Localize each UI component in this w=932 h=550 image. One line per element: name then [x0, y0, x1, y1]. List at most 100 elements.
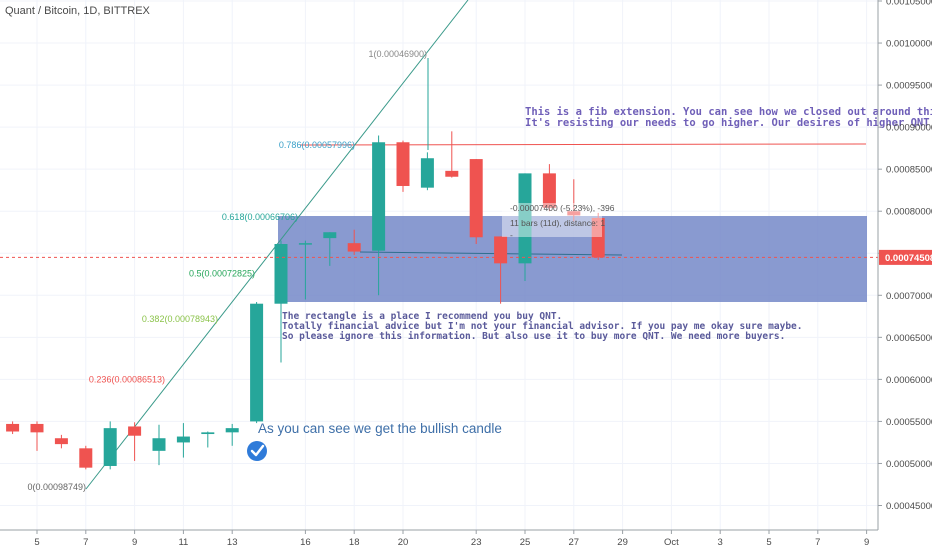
measure-extra: -	[510, 230, 513, 240]
candle-body	[372, 142, 386, 251]
y-tick-label: 0.00080000	[886, 207, 932, 218]
candle[interactable]	[542, 164, 556, 212]
y-tick-label: 0.00065000	[886, 333, 932, 344]
candle-body	[298, 243, 312, 245]
candle[interactable]	[79, 445, 93, 470]
candle[interactable]	[494, 236, 508, 304]
y-tick-label: 0.00085000	[886, 165, 932, 176]
candle-body	[274, 244, 288, 304]
x-tick-label: 3	[718, 537, 723, 548]
candle-body	[103, 428, 117, 466]
candle-body	[396, 142, 410, 186]
candle-body	[445, 170, 459, 177]
chart-title: Quant / Bitcoin, 1D, BITTREX	[5, 5, 151, 17]
x-tick-label: 29	[617, 537, 628, 548]
candle[interactable]	[518, 173, 532, 281]
y-tick-label: 0.00070000	[886, 291, 932, 302]
candle-body	[250, 303, 264, 422]
candle-body	[347, 243, 361, 252]
fib-level-label: 0.786(0.00057996)	[279, 140, 355, 150]
last-price-badge: 0.00074508	[879, 249, 932, 265]
y-tick-label: 0.00060000	[886, 375, 932, 386]
candle[interactable]	[128, 422, 142, 461]
candle[interactable]	[420, 152, 434, 191]
fib-level-label: 0.382(0.00078943)	[142, 314, 218, 324]
candle-body	[54, 438, 68, 445]
time-axis[interactable]: 5 7 9 11 13 16 18 20 23 25 27 29 Oct 3 5 7 9	[34, 530, 869, 548]
candle[interactable]	[152, 424, 166, 466]
x-tick-label: 5	[766, 537, 771, 548]
x-tick-label: Oct	[664, 537, 679, 548]
x-tick-label: 7	[815, 537, 820, 548]
x-tick-label: 9	[132, 537, 137, 548]
candle[interactable]	[372, 135, 386, 296]
y-tick-label: 0.00105000	[886, 0, 932, 8]
y-tick-label: 0.00050000	[886, 459, 932, 470]
candle-body	[494, 236, 508, 264]
candle-body	[6, 423, 20, 432]
rect-note-line-3: So please ignore this information. But a…	[282, 331, 785, 342]
candle[interactable]	[274, 240, 288, 363]
x-tick-label: 7	[83, 537, 88, 548]
candle-body	[201, 432, 215, 435]
y-tick-label: 0.00055000	[886, 417, 932, 428]
candle[interactable]	[298, 240, 312, 300]
candle[interactable]	[567, 179, 581, 222]
candle[interactable]	[347, 229, 361, 255]
measure-change: -0.00007400 (-5.23%), -396	[510, 203, 615, 213]
x-tick-label: 20	[398, 537, 409, 548]
fib-level-label: 0(0.00098749)	[27, 482, 86, 492]
measure-bars: 11 bars (11d), distance: 1	[510, 218, 605, 228]
candle[interactable]	[396, 140, 410, 192]
y-tick-label: 0.00045000	[886, 501, 932, 512]
fib-note-line-2: It's resisting our needs to go higher. O…	[525, 117, 932, 129]
candle[interactable]	[225, 423, 239, 446]
fib-level-label: 1(0.00046900)	[368, 49, 427, 59]
candle[interactable]	[323, 232, 337, 266]
candle[interactable]	[6, 421, 20, 435]
measure-tool[interactable]: -0.00007400 (-5.23%), -396 11 bars (11d)…	[502, 203, 615, 240]
x-tick-label: 16	[300, 537, 311, 548]
fib-zone-line	[359, 251, 623, 256]
fib-resistance-line[interactable]	[299, 143, 867, 146]
candle-body	[79, 448, 93, 468]
rect-note-line-1: The rectangle is a place I recommend you…	[282, 311, 562, 322]
bullish-candle-note: As you can see we get the bullish candle	[258, 421, 502, 436]
y-tick-label: 0.00100000	[886, 39, 932, 50]
x-tick-label: 13	[227, 537, 238, 548]
fib-level-label: 0.618(0.00066706)	[222, 212, 298, 222]
candle-body	[567, 211, 581, 216]
candle[interactable]	[30, 421, 44, 451]
candle[interactable]	[445, 131, 459, 178]
candles-layer	[6, 131, 605, 470]
x-tick-label: 18	[349, 537, 360, 548]
candle-body	[518, 173, 532, 264]
candle[interactable]	[591, 212, 605, 260]
candle[interactable]	[103, 421, 117, 470]
candle[interactable]	[250, 302, 264, 424]
candle-body	[176, 436, 190, 443]
candle[interactable]	[54, 434, 68, 449]
price-axis[interactable]: 0.00105000 0.00100000 0.00095000 0.00090000…	[878, 0, 932, 512]
candle[interactable]	[176, 423, 190, 458]
candle-body	[591, 217, 605, 258]
candle[interactable]	[201, 431, 215, 448]
fib-note-line-1: This is a fib extension. You can see how…	[525, 106, 932, 118]
candle-body	[30, 423, 44, 433]
candle-body	[542, 173, 556, 208]
y-tick-label: 0.00095000	[886, 81, 932, 92]
last-price-label: 0.00074508	[885, 253, 932, 264]
fib-labels-layer: 1(0.00046900) 0.786(0.00057996) 0.618(0.00…	[27, 49, 427, 492]
x-tick-label: 25	[520, 537, 531, 548]
candle-body	[323, 232, 337, 239]
x-tick-label: 9	[864, 537, 869, 548]
x-tick-label: 23	[471, 537, 482, 548]
check-circle-icon	[247, 441, 267, 461]
candle-body	[469, 159, 483, 238]
fib-level-label: 0.236(0.00086513)	[89, 374, 165, 384]
rect-note-line-2: Totally financial advice but I'm not you…	[282, 321, 802, 332]
candle-body	[420, 158, 434, 188]
candle[interactable]	[469, 159, 483, 245]
candle-body	[152, 438, 166, 451]
